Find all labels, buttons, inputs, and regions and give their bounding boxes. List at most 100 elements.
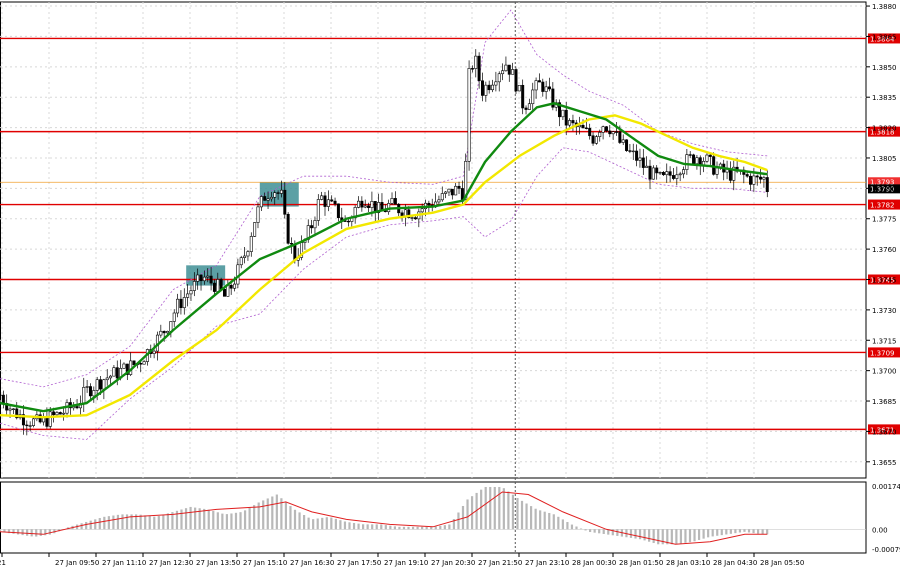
oscillator-histogram-bar (239, 512, 242, 530)
oscillator-histogram-bar (507, 491, 510, 530)
oscillator-histogram-bar (16, 529, 20, 535)
candle-body (507, 64, 511, 75)
candle-body (196, 274, 200, 282)
candle-body (534, 80, 538, 91)
oscillator-histogram-bar (616, 529, 619, 536)
oscillator-histogram-bar (747, 529, 751, 533)
candle-body (407, 209, 411, 218)
oscillator-histogram-bar (729, 529, 732, 534)
price-tick-label: 1.3805 (872, 155, 897, 163)
oscillator-histogram-bar (421, 526, 424, 530)
oscillator-histogram-bar (607, 529, 610, 535)
candle-body (497, 73, 501, 83)
candle-body (759, 176, 763, 180)
candle-body (480, 80, 484, 96)
oscillator-panel: 0.00174 0.00 -0.00079 (0, 483, 900, 554)
oscillator-histogram-bar (475, 492, 478, 530)
candle-body (293, 243, 297, 261)
current-price-label: 1.3790 (870, 185, 895, 193)
price-tick-label: 1.3775 (872, 216, 897, 224)
candle-body (169, 321, 173, 332)
candle-body (541, 81, 545, 92)
level-price-label: 1.3709 (870, 349, 895, 357)
oscillator-histogram-bar (502, 488, 505, 530)
candle-body (487, 84, 491, 91)
oscillator-histogram-bar (443, 525, 446, 530)
oscillator-histogram-bar (734, 529, 737, 534)
moving-average-fast (0, 102, 768, 413)
level-price-badge (868, 126, 900, 137)
candle-body (330, 199, 334, 202)
oscillator-histogram-bar (720, 529, 723, 536)
candle-body (584, 127, 588, 129)
candle-body (346, 220, 350, 223)
candle-body (320, 195, 324, 200)
oscillator-histogram-bar (434, 526, 437, 530)
candle-body (256, 206, 260, 223)
chart-grid (0, 1, 867, 554)
oscillator-histogram-bar (484, 486, 487, 530)
candle-body (444, 191, 448, 194)
candle-body (705, 154, 709, 162)
candle-body (393, 198, 397, 205)
oscillator-histogram-bar (348, 522, 351, 530)
candle-body (0, 394, 2, 397)
oscillator-histogram-bar (312, 519, 315, 530)
oscillator-histogram-bar (0, 529, 1, 532)
entry-zone-box (259, 182, 299, 207)
candle-body (708, 154, 712, 157)
oscillator-histogram-bar (216, 512, 219, 530)
time-tick-label: 27 Jan 17:50 (337, 559, 381, 567)
oscillator-histogram-bar (21, 529, 24, 536)
candle-body (578, 124, 582, 128)
candle-body (491, 84, 495, 91)
price-tick-label: 1.3790 (872, 185, 897, 193)
candle-body (239, 257, 243, 266)
oscillator-histogram-bar (707, 529, 710, 538)
candle-body (604, 126, 608, 132)
oscillator-histogram-bar (407, 526, 410, 530)
oscillator-histogram-bar (30, 529, 33, 537)
candle-body (279, 189, 283, 194)
price-tick-label: 1.3745 (872, 276, 897, 284)
highlight-zones (186, 182, 299, 286)
oscillator-histogram-bar (561, 519, 564, 530)
candle-body (675, 174, 679, 179)
candle-body (186, 293, 190, 298)
candle-body (367, 205, 371, 208)
candle-body (765, 177, 769, 193)
oscillator-histogram-bar (262, 500, 265, 530)
oscillator-histogram-bar (461, 505, 465, 530)
axes: 1.3880 1.3865 1.3850 1.3835 1.3820 1.3805 1.37… (0, 3, 897, 567)
oscillator-histogram-bar (284, 502, 288, 530)
candle-body (732, 166, 736, 181)
oscillator-histogram-bar (139, 514, 142, 530)
candle-body (286, 213, 290, 244)
price-tick-label: 1.3760 (872, 246, 897, 254)
oscillator-histogram-bar (598, 529, 601, 534)
moving-average-slow (0, 114, 768, 419)
oscillator-histogram-bar (171, 512, 174, 530)
candle-body (457, 185, 461, 189)
price-tick-label: 1.3730 (872, 307, 897, 315)
candle-body (413, 217, 417, 220)
oscillator-histogram-bar (80, 523, 83, 530)
candle-body (323, 195, 327, 207)
oscillator-histogram-bar (148, 516, 151, 530)
candle-body (233, 283, 237, 289)
oscillator-histogram-bar (94, 519, 97, 530)
candle-body (588, 127, 592, 137)
oscillator-histogram-bar (380, 524, 383, 530)
candle-body (48, 411, 52, 427)
oscillator-histogram-bar (575, 526, 578, 530)
candle-body (601, 126, 605, 133)
oscillator-histogram-bar (393, 526, 396, 530)
price-tick-label: 1.3715 (872, 337, 897, 345)
candle-body (628, 150, 632, 152)
oscillator-histogram-bar (439, 525, 442, 530)
entry-zone-box (186, 265, 226, 286)
candle-body (635, 150, 639, 161)
oscillator-histogram-bar (584, 529, 587, 531)
oscillator-histogram-bar (525, 503, 528, 530)
oscillator-histogram-bar (693, 529, 696, 542)
